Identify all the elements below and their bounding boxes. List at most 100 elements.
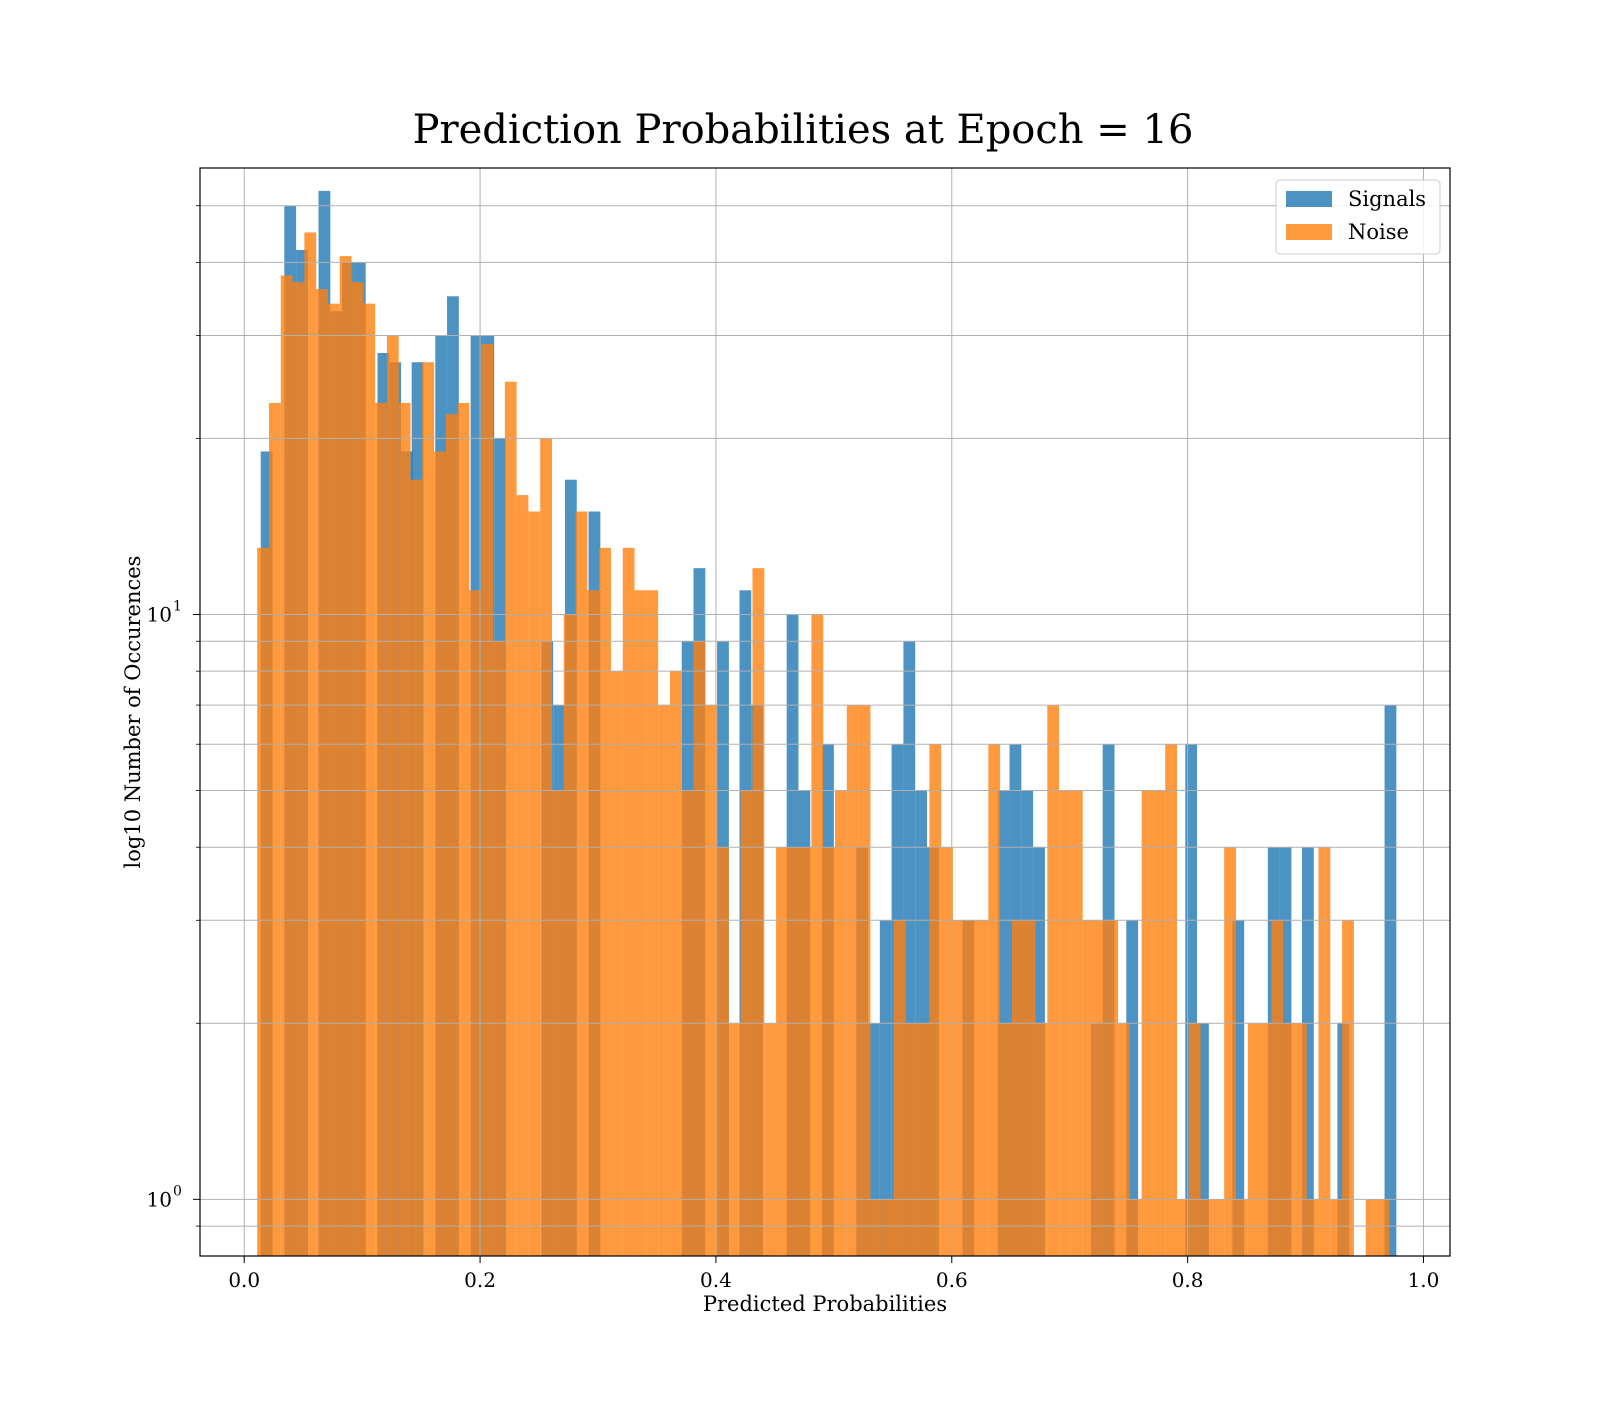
y-tick-label-1: 10	[147, 602, 172, 626]
noise-bar-54	[893, 920, 906, 1256]
signals-bar-45	[1232, 920, 1245, 1256]
noise-bar-62	[988, 744, 1001, 1256]
noise-bar-22	[516, 495, 529, 1256]
noise-bar-7	[339, 256, 352, 1257]
noise-bar-31	[622, 547, 635, 1256]
noise-bar-27	[575, 511, 588, 1256]
noise-bar-79	[1188, 1023, 1201, 1256]
noise-bar-88	[1294, 1023, 1307, 1256]
noise-bar-73	[1118, 1023, 1130, 1256]
noise-bar-87	[1283, 1023, 1295, 1256]
x-axis-ticks: 0.0 0.2 0.4 0.6 0.8 1.0	[228, 1256, 1439, 1292]
y-tick-exponent-0: 0	[173, 1183, 182, 1199]
noise-bar-84	[1247, 1023, 1260, 1256]
noise-bar-28	[587, 590, 600, 1256]
noise-bar-44	[776, 847, 788, 1256]
noise-bar-40	[728, 1023, 741, 1256]
noise-bar-30	[610, 671, 623, 1256]
noise-bar-15	[434, 451, 446, 1257]
chart-title: Prediction Probabilities at Epoch = 16	[413, 107, 1194, 153]
noise-bar-48	[823, 847, 836, 1256]
x-tick-label-5: 1.0	[1408, 1268, 1440, 1292]
noise-bar-42	[752, 568, 765, 1256]
legend-label-signals: Signals	[1348, 187, 1426, 211]
noise-bar-90	[1318, 847, 1331, 1256]
noise-bar-65	[1023, 920, 1036, 1256]
noise-bar-46	[799, 847, 812, 1256]
noise-bar-86	[1271, 920, 1284, 1256]
noise-bar-78	[1177, 1199, 1189, 1256]
noise-bar-6	[327, 303, 340, 1256]
noise-bar-66	[1035, 1023, 1048, 1256]
noise-bar-60	[964, 920, 977, 1256]
noise-bar-0	[257, 547, 269, 1256]
noise-bar-50	[846, 705, 859, 1256]
noise-bar-94	[1377, 1199, 1390, 1256]
noise-bar-82	[1224, 847, 1236, 1256]
legend: Signals Noise	[1275, 179, 1441, 255]
x-tick-label-2: 0.4	[700, 1268, 732, 1292]
noise-bar-11	[386, 335, 399, 1256]
noise-bar-13	[410, 479, 423, 1257]
noise-bar-21	[504, 381, 517, 1256]
noise-bar-34	[658, 705, 670, 1256]
noise-bar-56	[917, 1023, 930, 1256]
noise-bar-55	[905, 1023, 918, 1256]
noise-bar-58	[941, 847, 953, 1256]
noise-bar-61	[976, 920, 989, 1256]
signals-bar-48	[1302, 847, 1314, 1256]
noise-bar-45	[787, 847, 800, 1256]
signals-bar-43	[1185, 744, 1198, 1256]
signals-bar-30	[879, 920, 892, 1256]
noise-bar-39	[717, 847, 729, 1256]
noise-bar-19	[481, 344, 494, 1256]
noise-bar-70	[1082, 920, 1095, 1256]
signals-bar-44	[1197, 1023, 1209, 1256]
noise-bar-16	[445, 414, 458, 1257]
noise-bar-3	[292, 282, 305, 1256]
noise-bar-77	[1165, 744, 1177, 1256]
grid-lines	[200, 168, 1450, 1256]
noise-bar-5	[316, 289, 328, 1256]
noise-bar-57	[929, 744, 942, 1256]
noise-bar-38	[705, 705, 718, 1256]
noise-bar-29	[599, 547, 611, 1256]
plot-frame	[199, 167, 1451, 1257]
x-tick-label-4: 0.8	[1172, 1268, 1204, 1292]
noise-bar-1	[268, 402, 281, 1256]
noise-bar-74	[1129, 1199, 1142, 1256]
noise-bar-32	[634, 590, 647, 1256]
legend-swatch-signals	[1286, 191, 1332, 207]
noise-bar-71	[1094, 920, 1107, 1256]
signals-bar-42	[1126, 920, 1139, 1256]
noise-bar-92	[1342, 920, 1354, 1256]
noise-bar-8	[351, 282, 364, 1256]
noise-bar-63	[1000, 1023, 1012, 1256]
noise-bar-37	[693, 641, 706, 1256]
noise-bar-85	[1259, 1023, 1272, 1256]
y-tick-exponent-1: 1	[173, 598, 182, 614]
noise-bar-72	[1106, 920, 1119, 1256]
noise-bar-10	[375, 402, 387, 1256]
noise-bar-51	[858, 705, 871, 1256]
noise-bar-2	[280, 275, 293, 1256]
noise-bar-53	[882, 1199, 894, 1256]
x-tick-label-0: 0.0	[228, 1268, 260, 1292]
noise-bar-33	[646, 590, 659, 1256]
noise-bar-18	[469, 590, 482, 1256]
noise-bar-47	[811, 614, 824, 1256]
noise-bar-67	[1047, 705, 1060, 1256]
signals-bar-50	[1384, 705, 1397, 1256]
noise-bar-83	[1235, 1199, 1248, 1256]
signals-bar-29	[868, 1023, 880, 1256]
noise-bar-93	[1365, 1199, 1378, 1256]
y-axis-label: log10 Number of Occurences	[121, 556, 145, 869]
noise-bar-81	[1212, 1199, 1225, 1256]
legend-label-noise: Noise	[1348, 220, 1409, 244]
legend-swatch-noise	[1286, 224, 1332, 240]
noise-bar-89	[1306, 1199, 1319, 1256]
noise-bar-17	[457, 402, 470, 1256]
